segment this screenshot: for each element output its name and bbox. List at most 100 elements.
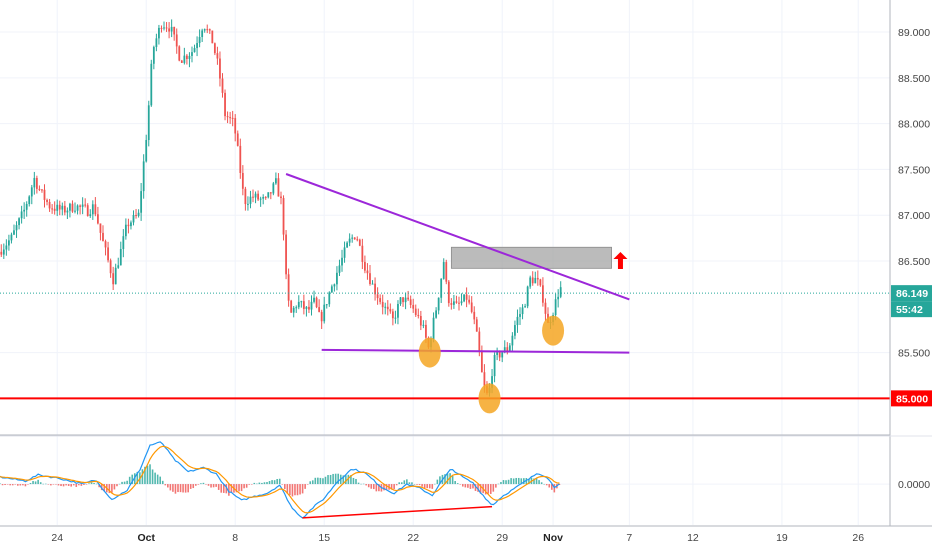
macd-histogram-bar <box>360 483 362 485</box>
macd-histogram-bar <box>52 484 55 485</box>
candle-body <box>201 30 204 38</box>
candle-body <box>76 205 79 211</box>
macd-histogram-bar <box>271 480 273 485</box>
macd-histogram-bar <box>144 466 146 485</box>
candle-body <box>493 354 496 377</box>
macd-histogram-bar <box>324 476 327 485</box>
candle-body <box>198 37 201 44</box>
macd-histogram-bar <box>65 484 67 486</box>
candle-body <box>384 306 387 308</box>
candle-body <box>170 26 173 32</box>
time-tick-label: 8 <box>232 532 238 544</box>
macd-histogram-bar <box>187 484 189 493</box>
candle-body <box>358 239 361 246</box>
macd-histogram-bar <box>177 484 179 493</box>
macd-histogram-bar <box>540 482 543 485</box>
candle-body <box>213 43 216 54</box>
macd-histogram-bar <box>266 482 268 485</box>
macd-histogram-bar <box>238 484 240 492</box>
macd-histogram-bar <box>136 471 139 485</box>
candle-body <box>61 205 64 210</box>
macd-histogram-bar <box>428 484 431 489</box>
drawing-overlay <box>0 173 890 414</box>
candle-body <box>460 301 463 304</box>
macd-histogram-bar <box>418 484 421 486</box>
macd-histogram-bar <box>75 484 78 487</box>
candle-body <box>328 292 331 305</box>
candle-body <box>254 193 257 198</box>
macd-histogram-bar <box>423 484 426 489</box>
macd-histogram-bar <box>398 482 401 485</box>
macd-histogram-bar <box>421 484 423 487</box>
macd-zero-label: 0.0000 <box>898 479 930 491</box>
macd-histogram-bar <box>408 482 411 485</box>
highlight-circle <box>418 337 441 368</box>
macd-histogram-bar <box>378 484 380 492</box>
macd-histogram-bar <box>9 484 11 486</box>
candle-body <box>529 277 532 287</box>
macd-histogram-bar <box>375 484 378 492</box>
macd-histogram-bar <box>464 484 467 488</box>
axes <box>0 0 932 527</box>
macd-histogram-bar <box>495 484 497 488</box>
macd-histogram-bar <box>169 484 172 491</box>
candle-body <box>419 316 422 326</box>
candle-body <box>203 29 206 31</box>
macd-histogram-bar <box>456 483 459 485</box>
macd-histogram-bar <box>42 483 45 485</box>
current-price-label: 86.149 <box>896 288 928 300</box>
macd-histogram-bar <box>538 480 540 485</box>
candle-body <box>137 212 140 216</box>
candle-body <box>521 307 524 315</box>
candle-body <box>145 140 148 162</box>
candle-body <box>498 352 501 358</box>
candle-body <box>211 30 214 44</box>
macd-histogram-bar <box>523 478 525 485</box>
candle-body <box>376 294 379 299</box>
candle-body <box>150 63 153 106</box>
candle-body <box>353 237 356 240</box>
macd-histogram-bar <box>29 482 32 485</box>
candle-body <box>124 224 127 237</box>
macd-histogram-bar <box>80 484 83 486</box>
candle-body <box>79 205 81 207</box>
macd-histogram-bar <box>44 483 47 485</box>
candle-body <box>18 218 20 226</box>
price-tick-label: 89.000 <box>898 27 930 39</box>
candle-body <box>81 204 84 207</box>
macd-histogram-bar <box>337 473 339 485</box>
divergence-line <box>302 505 493 519</box>
macd-histogram-bar <box>350 475 352 485</box>
candle-body <box>102 232 104 242</box>
macd-histogram-bar <box>362 483 365 485</box>
candle-body <box>491 376 493 388</box>
candle-body <box>140 191 143 213</box>
candle-body <box>186 55 188 59</box>
macd-histogram-bar <box>200 483 202 485</box>
candle-body <box>130 222 132 227</box>
candle-series <box>0 19 562 397</box>
candle-body <box>330 286 333 293</box>
descending-trendline <box>285 173 630 301</box>
candle-body <box>465 294 468 300</box>
macd-histogram-bar <box>345 475 347 485</box>
candle-body <box>524 306 526 308</box>
macd-histogram-bar <box>164 484 167 486</box>
candle-body <box>325 304 328 306</box>
candle-body <box>38 188 41 190</box>
macd-histogram-bar <box>182 484 184 493</box>
candle-body <box>374 283 376 295</box>
candle-body <box>399 297 402 304</box>
candle-body <box>409 299 412 305</box>
macd-histogram-bar <box>1 484 4 486</box>
macd-histogram-bar <box>123 481 126 485</box>
candle-body <box>41 189 43 191</box>
candle-body <box>10 234 13 241</box>
candle-body <box>13 230 15 235</box>
macd-histogram-bar <box>47 484 50 485</box>
candle-body <box>386 306 389 310</box>
macd-histogram-bar <box>286 484 289 494</box>
macd-histogram-bar <box>543 483 545 485</box>
macd-histogram-bar <box>62 484 65 487</box>
